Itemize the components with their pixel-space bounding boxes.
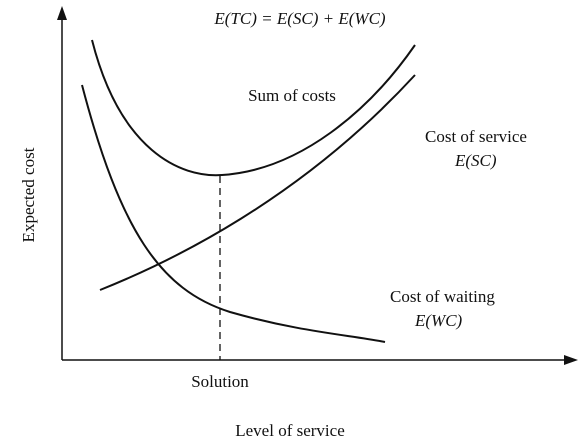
- curve-sublabel: E(SC): [454, 151, 497, 170]
- curve-label: Cost of waiting: [390, 287, 495, 306]
- curve-label: Cost of service: [425, 127, 527, 146]
- y-axis-arrow: [57, 6, 67, 20]
- title: E(TC) = E(SC) + E(WC): [213, 9, 386, 28]
- y-axis-label: Expected cost: [19, 147, 38, 242]
- waiting-curve: [81, 84, 386, 343]
- x-axis-arrow: [564, 355, 578, 365]
- x-axis-label: Level of service: [235, 421, 345, 440]
- curve-sublabel: E(WC): [414, 311, 463, 330]
- marker-label: Solution: [191, 372, 249, 391]
- sum-curve: [91, 39, 416, 177]
- service-curve: [99, 74, 416, 291]
- curve-label: Sum of costs: [248, 86, 336, 105]
